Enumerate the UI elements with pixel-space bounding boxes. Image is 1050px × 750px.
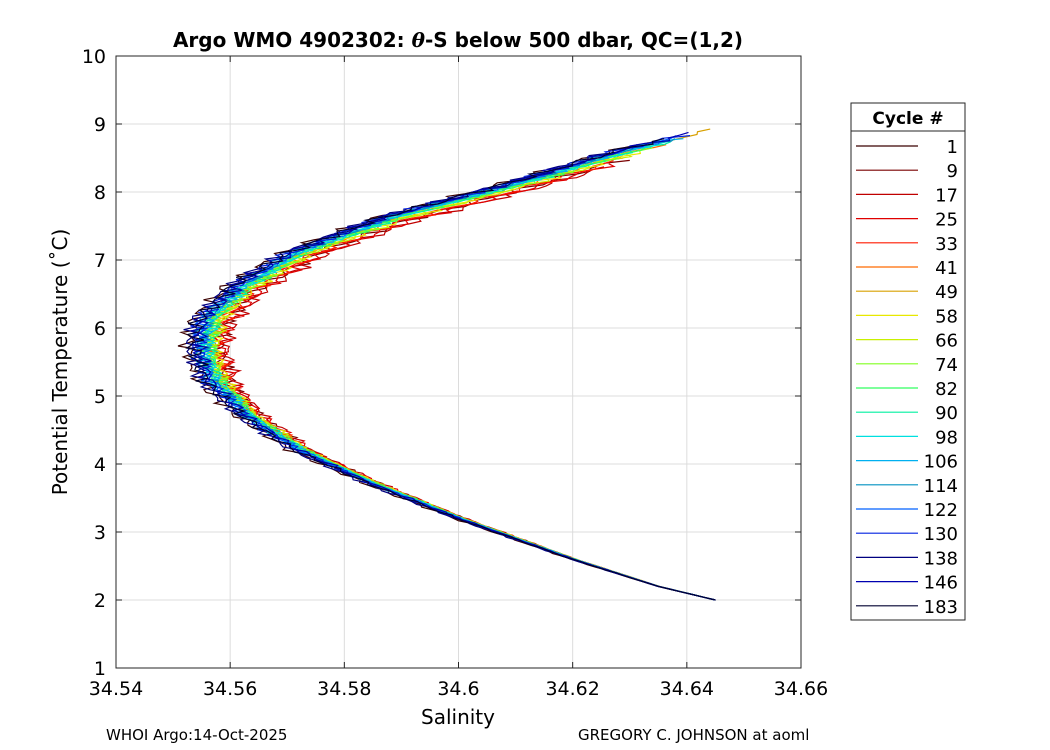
- x-tick-label: 34.54: [89, 678, 143, 700]
- y-tick-label: 9: [94, 114, 106, 136]
- legend-label-cycle-82: 82: [935, 379, 958, 400]
- legend-label-cycle-66: 66: [935, 331, 958, 352]
- y-tick-label: 5: [94, 386, 106, 408]
- legend-label-cycle-138: 138: [924, 548, 958, 569]
- series-line-cycle-146: [189, 131, 716, 601]
- chart-title: Argo WMO 4902302: θ-S below 500 dbar, QC…: [173, 28, 743, 52]
- y-tick-label: 4: [94, 454, 106, 476]
- x-tick-label: 34.64: [660, 678, 714, 700]
- legend-label-cycle-1: 1: [947, 137, 958, 158]
- legend-label-cycle-183: 183: [924, 597, 958, 618]
- x-tick-label: 34.56: [203, 678, 257, 700]
- legend-label-cycle-98: 98: [935, 427, 958, 448]
- legend-label-cycle-90: 90: [935, 403, 958, 424]
- y-tick-label: 7: [94, 250, 106, 272]
- legend-label-cycle-41: 41: [935, 258, 958, 279]
- y-tick-label: 8: [94, 182, 106, 204]
- y-tick-label: 1: [94, 658, 106, 680]
- y-tick-label: 10: [82, 46, 106, 68]
- legend-label-cycle-106: 106: [924, 452, 958, 473]
- legend-title: Cycle #: [872, 109, 943, 129]
- y-axis-ticks: 1 2 3 4 5 6 7 8 9 10: [82, 46, 801, 680]
- y-axis-label: Potential Temperature (˚C): [48, 229, 72, 496]
- legend-label-cycle-17: 17: [935, 185, 958, 206]
- y-tick-label: 3: [94, 522, 106, 544]
- x-tick-label: 34.62: [545, 678, 599, 700]
- legend-label-cycle-33: 33: [935, 234, 958, 255]
- legend-label-cycle-122: 122: [924, 500, 958, 521]
- legend-label-cycle-114: 114: [924, 476, 958, 497]
- legend-label-cycle-74: 74: [935, 355, 958, 376]
- y-tick-label: 2: [94, 590, 106, 612]
- legend-label-cycle-25: 25: [935, 210, 958, 231]
- legend-label-cycle-146: 146: [924, 573, 958, 594]
- legend-label-cycle-58: 58: [935, 306, 958, 327]
- series-line-cycle-183: [185, 138, 716, 601]
- legend-label-cycle-49: 49: [935, 282, 958, 303]
- footer-author: GREGORY C. JOHNSON at aoml: [578, 726, 810, 744]
- legend-label-cycle-9: 9: [947, 161, 958, 182]
- y-tick-label: 6: [94, 318, 106, 340]
- x-axis-label: Salinity: [421, 705, 495, 729]
- footer-source: WHOI Argo:14-Oct-2025: [106, 726, 288, 744]
- legend-label-cycle-130: 130: [924, 524, 958, 545]
- x-tick-label: 34.58: [317, 678, 371, 700]
- x-tick-label: 34.6: [437, 678, 479, 700]
- x-tick-label: 34.66: [774, 678, 828, 700]
- data-series: [177, 128, 716, 601]
- legend-box: [850, 102, 966, 621]
- x-axis-ticks: 34.54 34.56 34.58 34.6 34.62 34.64 34.66: [89, 56, 828, 700]
- legend: Cycle # 1 9 17 25 33 41 49 58 66 74 82 90 98 106 114 12…: [850, 102, 966, 621]
